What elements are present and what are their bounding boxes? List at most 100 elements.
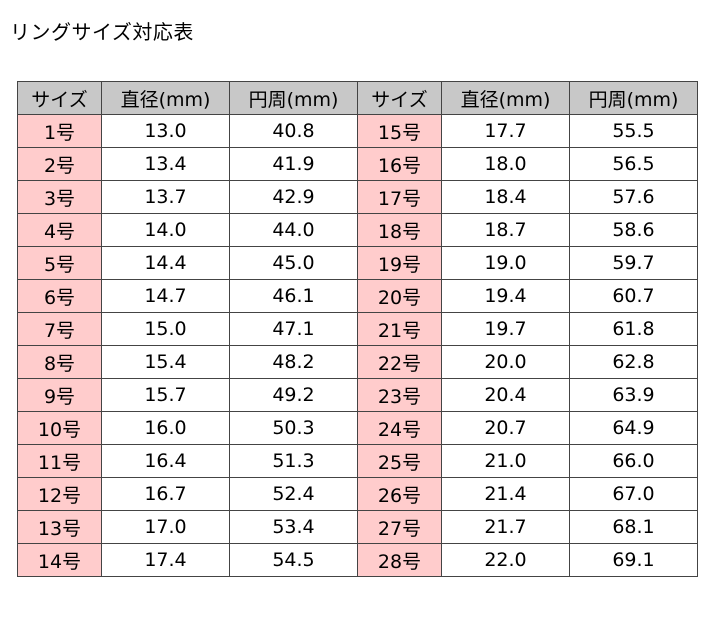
- table-row: 10号 16.0 50.3 24号 20.7 64.9: [17, 411, 698, 445]
- circumference-left-cell: 45.0: [229, 246, 358, 280]
- diameter-left-cell: 14.4: [101, 246, 230, 280]
- diameter-left-cell: 15.0: [101, 312, 230, 346]
- header-size-left: サイズ: [17, 81, 102, 115]
- size-left-cell: 3号: [17, 180, 102, 214]
- diameter-right-cell: 19.4: [441, 279, 570, 313]
- table-body: 1号 13.0 40.8 15号 17.7 55.5 2号 13.4 41.9 16号 18.0 56…: [17, 114, 698, 577]
- diameter-right-cell: 22.0: [441, 543, 570, 577]
- diameter-left-cell: 16.4: [101, 444, 230, 478]
- diameter-left-cell: 17.4: [101, 543, 230, 577]
- circumference-left-cell: 52.4: [229, 477, 358, 511]
- diameter-left-cell: 15.7: [101, 378, 230, 412]
- header-diameter-right: 直径(mm): [441, 81, 570, 115]
- ring-size-table: サイズ 直径(mm) 円周(mm) サイズ 直径(mm) 円周(mm) 1号 13…: [17, 81, 698, 577]
- circumference-right-cell: 59.7: [569, 246, 698, 280]
- diameter-left-cell: 17.0: [101, 510, 230, 544]
- circumference-right-cell: 61.8: [569, 312, 698, 346]
- size-left-cell: 4号: [17, 213, 102, 247]
- circumference-left-cell: 40.8: [229, 114, 358, 148]
- diameter-right-cell: 20.7: [441, 411, 570, 445]
- table-row: 3号 13.7 42.9 17号 18.4 57.6: [17, 180, 698, 214]
- size-left-cell: 13号: [17, 510, 102, 544]
- diameter-left-cell: 16.0: [101, 411, 230, 445]
- diameter-left-cell: 16.7: [101, 477, 230, 511]
- diameter-right-cell: 18.7: [441, 213, 570, 247]
- circumference-right-cell: 63.9: [569, 378, 698, 412]
- circumference-left-cell: 41.9: [229, 147, 358, 181]
- diameter-right-cell: 21.7: [441, 510, 570, 544]
- header-circumference-right: 円周(mm): [569, 81, 698, 115]
- size-left-cell: 12号: [17, 477, 102, 511]
- circumference-right-cell: 68.1: [569, 510, 698, 544]
- diameter-right-cell: 18.4: [441, 180, 570, 214]
- table-row: 13号 17.0 53.4 27号 21.7 68.1: [17, 510, 698, 544]
- size-right-cell: 25号: [357, 444, 442, 478]
- size-right-cell: 20号: [357, 279, 442, 313]
- size-left-cell: 2号: [17, 147, 102, 181]
- circumference-left-cell: 54.5: [229, 543, 358, 577]
- table-row: 4号 14.0 44.0 18号 18.7 58.6: [17, 213, 698, 247]
- diameter-right-cell: 19.7: [441, 312, 570, 346]
- table-row: 9号 15.7 49.2 23号 20.4 63.9: [17, 378, 698, 412]
- size-left-cell: 8号: [17, 345, 102, 379]
- diameter-right-cell: 19.0: [441, 246, 570, 280]
- circumference-left-cell: 51.3: [229, 444, 358, 478]
- table-row: 7号 15.0 47.1 21号 19.7 61.8: [17, 312, 698, 346]
- table-header-row: サイズ 直径(mm) 円周(mm) サイズ 直径(mm) 円周(mm): [17, 81, 698, 115]
- size-right-cell: 15号: [357, 114, 442, 148]
- size-left-cell: 10号: [17, 411, 102, 445]
- circumference-right-cell: 60.7: [569, 279, 698, 313]
- diameter-left-cell: 14.7: [101, 279, 230, 313]
- size-left-cell: 5号: [17, 246, 102, 280]
- diameter-right-cell: 17.7: [441, 114, 570, 148]
- size-left-cell: 6号: [17, 279, 102, 313]
- circumference-left-cell: 46.1: [229, 279, 358, 313]
- circumference-left-cell: 44.0: [229, 213, 358, 247]
- circumference-left-cell: 53.4: [229, 510, 358, 544]
- table-row: 5号 14.4 45.0 19号 19.0 59.7: [17, 246, 698, 280]
- circumference-right-cell: 64.9: [569, 411, 698, 445]
- table-row: 12号 16.7 52.4 26号 21.4 67.0: [17, 477, 698, 511]
- diameter-right-cell: 21.4: [441, 477, 570, 511]
- size-right-cell: 16号: [357, 147, 442, 181]
- circumference-left-cell: 50.3: [229, 411, 358, 445]
- size-right-cell: 28号: [357, 543, 442, 577]
- size-left-cell: 11号: [17, 444, 102, 478]
- size-right-cell: 18号: [357, 213, 442, 247]
- diameter-left-cell: 13.4: [101, 147, 230, 181]
- diameter-left-cell: 13.0: [101, 114, 230, 148]
- circumference-right-cell: 56.5: [569, 147, 698, 181]
- circumference-left-cell: 48.2: [229, 345, 358, 379]
- table-row: 8号 15.4 48.2 22号 20.0 62.8: [17, 345, 698, 379]
- page-title: リングサイズ対応表: [10, 20, 194, 44]
- size-right-cell: 24号: [357, 411, 442, 445]
- circumference-right-cell: 69.1: [569, 543, 698, 577]
- size-left-cell: 14号: [17, 543, 102, 577]
- circumference-right-cell: 58.6: [569, 213, 698, 247]
- table-row: 2号 13.4 41.9 16号 18.0 56.5: [17, 147, 698, 181]
- table-row: 14号 17.4 54.5 28号 22.0 69.1: [17, 543, 698, 577]
- size-right-cell: 26号: [357, 477, 442, 511]
- size-right-cell: 23号: [357, 378, 442, 412]
- size-right-cell: 27号: [357, 510, 442, 544]
- table-row: 1号 13.0 40.8 15号 17.7 55.5: [17, 114, 698, 148]
- size-right-cell: 19号: [357, 246, 442, 280]
- circumference-left-cell: 47.1: [229, 312, 358, 346]
- size-right-cell: 21号: [357, 312, 442, 346]
- diameter-right-cell: 21.0: [441, 444, 570, 478]
- diameter-right-cell: 20.4: [441, 378, 570, 412]
- diameter-left-cell: 13.7: [101, 180, 230, 214]
- circumference-right-cell: 67.0: [569, 477, 698, 511]
- table-row: 11号 16.4 51.3 25号 21.0 66.0: [17, 444, 698, 478]
- header-diameter-left: 直径(mm): [101, 81, 230, 115]
- size-left-cell: 7号: [17, 312, 102, 346]
- header-size-right: サイズ: [357, 81, 442, 115]
- diameter-left-cell: 15.4: [101, 345, 230, 379]
- size-right-cell: 17号: [357, 180, 442, 214]
- circumference-right-cell: 62.8: [569, 345, 698, 379]
- size-right-cell: 22号: [357, 345, 442, 379]
- table-row: 6号 14.7 46.1 20号 19.4 60.7: [17, 279, 698, 313]
- size-left-cell: 1号: [17, 114, 102, 148]
- header-circumference-left: 円周(mm): [229, 81, 358, 115]
- circumference-right-cell: 66.0: [569, 444, 698, 478]
